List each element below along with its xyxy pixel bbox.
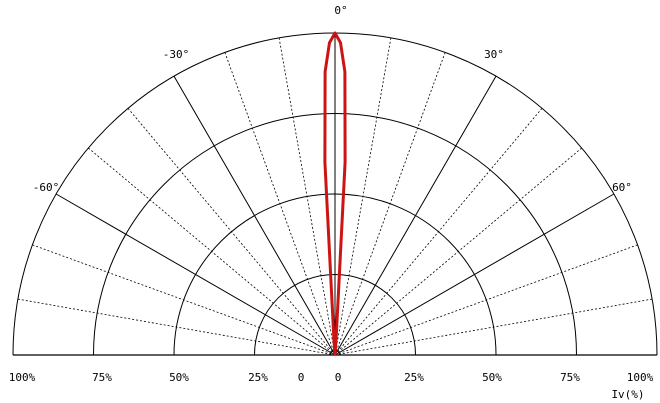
radial-tick-left-25: 25% bbox=[248, 371, 268, 384]
radial-tick-left-100: 100% bbox=[9, 371, 36, 384]
minor-spoke bbox=[334, 147, 582, 356]
angle-label-neg30: -30° bbox=[163, 48, 190, 61]
minor-spoke bbox=[334, 298, 653, 356]
minor-spoke bbox=[17, 298, 336, 356]
major-spoke bbox=[334, 75, 497, 356]
radial-tick-right-100: 100% bbox=[627, 371, 654, 384]
angle-label-pos30: 30° bbox=[484, 48, 504, 61]
radial-tick-right-0: 0 bbox=[335, 371, 342, 384]
radial-tick-center-left: 0 bbox=[298, 371, 305, 384]
minor-spoke bbox=[32, 244, 336, 356]
minor-spoke bbox=[88, 147, 336, 356]
angle-label-0: 0° bbox=[334, 4, 347, 17]
labels-layer: 0° -30° 30° -60° 60° 100% 75% 50% 25% 0 … bbox=[9, 4, 654, 401]
axis-unit-label: Iv(%) bbox=[611, 388, 644, 401]
radial-tick-right-75: 75% bbox=[560, 371, 580, 384]
radial-tick-left-75: 75% bbox=[92, 371, 112, 384]
major-spoke bbox=[55, 193, 336, 356]
series-lobe-0 bbox=[323, 31, 347, 356]
radial-tick-left-50: 50% bbox=[169, 371, 189, 384]
major-spoke bbox=[173, 75, 336, 356]
minor-spoke bbox=[334, 244, 638, 356]
minor-spoke bbox=[334, 37, 392, 356]
polar-grid bbox=[12, 32, 658, 356]
minor-spoke bbox=[334, 52, 446, 356]
angle-label-pos60: 60° bbox=[612, 181, 632, 194]
minor-spoke bbox=[278, 37, 336, 356]
minor-spoke bbox=[127, 108, 336, 356]
series-layer bbox=[323, 31, 347, 356]
radial-tick-right-50: 50% bbox=[482, 371, 502, 384]
radial-tick-right-25: 25% bbox=[404, 371, 424, 384]
angle-label-neg60: -60° bbox=[33, 181, 60, 194]
major-spoke bbox=[334, 193, 615, 356]
minor-spoke bbox=[334, 108, 543, 356]
minor-spoke bbox=[224, 52, 336, 356]
